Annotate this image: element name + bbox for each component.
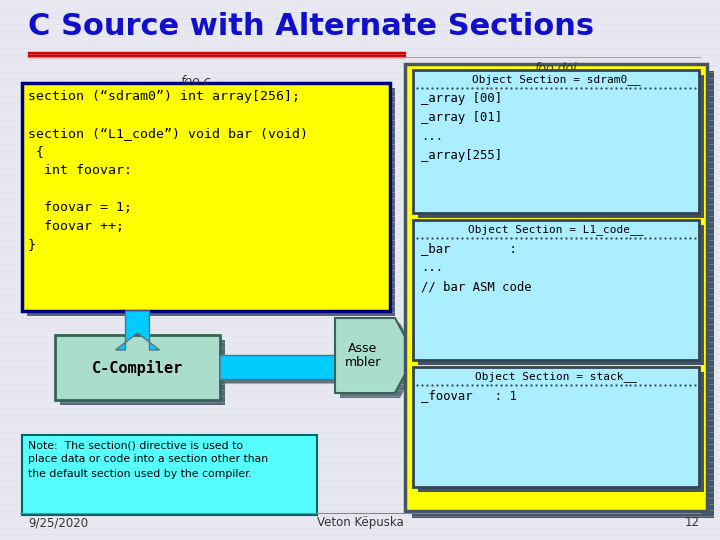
Point <box>461 84 472 92</box>
Point <box>540 84 552 92</box>
Point <box>570 84 582 92</box>
Point <box>510 381 522 389</box>
Point <box>421 234 433 242</box>
Point <box>476 84 487 92</box>
Point <box>505 84 517 92</box>
Point <box>500 381 512 389</box>
Point <box>441 381 453 389</box>
Point <box>590 234 601 242</box>
Point <box>679 84 690 92</box>
Text: _array [00]
_array [01]
...
_array[255]: _array [00] _array [01] ... _array[255] <box>421 92 502 162</box>
Point <box>600 381 611 389</box>
Point <box>585 381 596 389</box>
FancyBboxPatch shape <box>405 64 707 511</box>
Point <box>526 381 537 389</box>
FancyBboxPatch shape <box>418 75 704 218</box>
Point <box>625 84 636 92</box>
Point <box>665 234 676 242</box>
Point <box>639 234 651 242</box>
Point <box>665 381 676 389</box>
Point <box>570 234 582 242</box>
Point <box>684 84 696 92</box>
Point <box>610 381 621 389</box>
Point <box>660 84 671 92</box>
Point <box>654 84 666 92</box>
Point <box>545 84 557 92</box>
Point <box>630 234 642 242</box>
Point <box>516 84 527 92</box>
Text: _foovar   : 1: _foovar : 1 <box>421 389 517 402</box>
Point <box>456 234 467 242</box>
Point <box>660 234 671 242</box>
FancyBboxPatch shape <box>413 367 699 487</box>
Point <box>580 381 592 389</box>
Point <box>481 234 492 242</box>
Point <box>421 381 433 389</box>
Point <box>610 234 621 242</box>
Point <box>620 84 631 92</box>
Text: Note:  The section() directive is used to
place data or code into a section othe: Note: The section() directive is used to… <box>28 440 268 479</box>
Point <box>565 84 577 92</box>
Point <box>416 234 428 242</box>
Point <box>679 381 690 389</box>
Point <box>451 234 462 242</box>
Point <box>421 84 433 92</box>
FancyBboxPatch shape <box>418 225 704 365</box>
Point <box>595 234 606 242</box>
Text: section (“sdram0”) int array[256];

section (“L1_code”) void bar (void)
 {
  int: section (“sdram0”) int array[256]; secti… <box>28 90 308 251</box>
Point <box>466 381 477 389</box>
Point <box>590 84 601 92</box>
Point <box>575 234 587 242</box>
Point <box>610 84 621 92</box>
FancyBboxPatch shape <box>27 88 395 316</box>
Point <box>565 234 577 242</box>
Point <box>665 84 676 92</box>
Point <box>625 381 636 389</box>
Point <box>560 84 572 92</box>
Point <box>634 234 646 242</box>
Point <box>486 381 498 389</box>
Point <box>505 381 517 389</box>
Point <box>670 381 681 389</box>
Point <box>436 234 448 242</box>
Point <box>570 381 582 389</box>
Point <box>476 381 487 389</box>
Point <box>471 84 482 92</box>
Point <box>426 234 438 242</box>
Point <box>590 381 601 389</box>
Point <box>521 84 532 92</box>
Point <box>436 381 448 389</box>
Point <box>644 381 656 389</box>
Point <box>560 234 572 242</box>
Point <box>649 84 661 92</box>
Point <box>431 234 443 242</box>
Point <box>426 84 438 92</box>
Point <box>689 381 701 389</box>
Point <box>565 381 577 389</box>
Point <box>416 381 428 389</box>
FancyBboxPatch shape <box>413 70 699 213</box>
Point <box>555 84 567 92</box>
Point <box>555 234 567 242</box>
Point <box>560 381 572 389</box>
Point <box>451 84 462 92</box>
Polygon shape <box>115 311 160 350</box>
Point <box>426 381 438 389</box>
Point <box>466 84 477 92</box>
Point <box>620 234 631 242</box>
Point <box>605 234 616 242</box>
Point <box>516 381 527 389</box>
Point <box>634 84 646 92</box>
Polygon shape <box>335 318 415 393</box>
Point <box>411 84 423 92</box>
Point <box>521 381 532 389</box>
Point <box>649 381 661 389</box>
Point <box>510 84 522 92</box>
Point <box>446 234 457 242</box>
Point <box>531 381 542 389</box>
Point <box>654 234 666 242</box>
Point <box>615 84 626 92</box>
Point <box>431 84 443 92</box>
Point <box>675 234 686 242</box>
Point <box>580 84 592 92</box>
